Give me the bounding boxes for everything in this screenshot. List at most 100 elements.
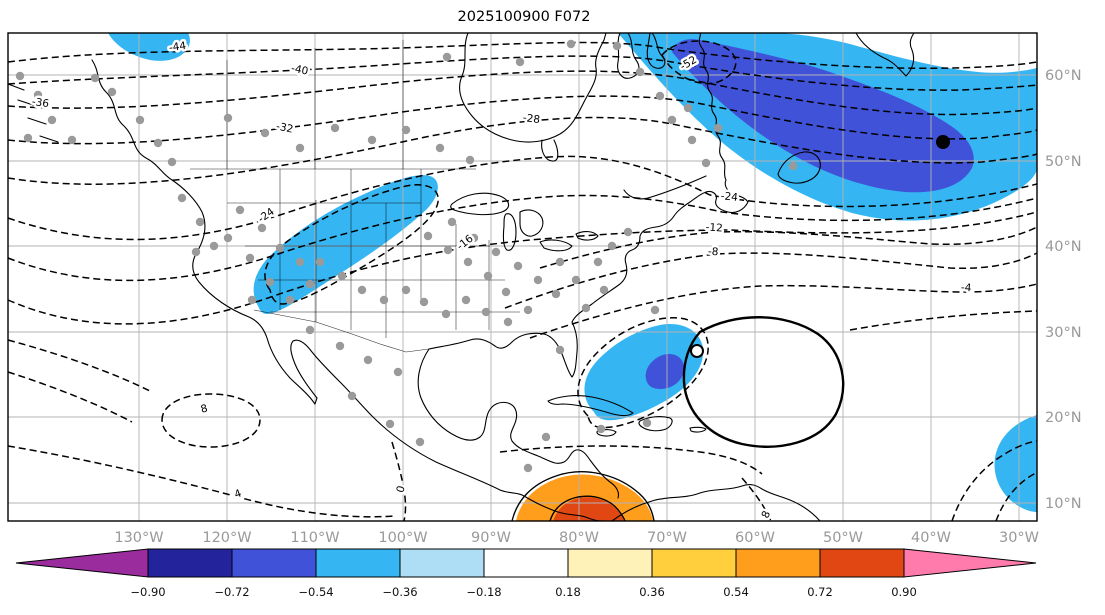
contour-central-closed	[264, 184, 439, 305]
station-dot	[265, 277, 275, 287]
station-dot	[67, 135, 77, 145]
coastlines	[7, 32, 915, 522]
station-dot	[555, 257, 565, 267]
lat-tick-label: 40°N	[1045, 239, 1082, 255]
contour-caribbean	[499, 445, 763, 475]
station-dot	[599, 285, 609, 295]
contour-label: -32	[275, 120, 294, 135]
station-dot	[295, 257, 305, 267]
station-dot	[305, 325, 315, 335]
station-dot	[209, 241, 219, 251]
station-dots	[15, 39, 798, 473]
lon-tick-label: 100°W	[378, 530, 427, 546]
coastline-baffin-islet-1	[617, 32, 640, 79]
station-dot	[177, 193, 187, 203]
station-dot	[443, 245, 453, 255]
station-dot	[667, 115, 677, 125]
contour-neg32	[7, 95, 1038, 145]
province-borders	[226, 40, 404, 169]
station-dot	[401, 285, 411, 295]
contour-pos4	[7, 445, 396, 518]
station-dot	[655, 91, 665, 101]
contour-neg16	[7, 211, 1038, 325]
contour-neg4	[529, 283, 1038, 339]
colorbar-arrow-high	[903, 548, 1037, 578]
contour-neg52-closed	[661, 40, 737, 85]
colorbar-tick-label: 0.18	[555, 585, 581, 599]
lat-tick-label: 50°N	[1045, 154, 1082, 170]
station-dot	[523, 305, 533, 315]
station-dot	[357, 285, 367, 295]
contour-pos8-south	[741, 477, 772, 522]
lon-tick-label: 50°W	[823, 530, 863, 546]
colorbar-tick-label: 0.36	[639, 585, 665, 599]
colorbar-tick-label: 0.54	[723, 585, 749, 599]
longitude-labels: 130°W 120°W 110°W 100°W 90°W 80°W 70°W 60°W 50°W…	[114, 530, 1039, 546]
contour-se-arc-2	[995, 472, 1038, 522]
political-borders	[190, 40, 520, 353]
colorbar-segment	[735, 548, 821, 578]
station-dot	[275, 243, 285, 253]
station-dot	[581, 303, 591, 313]
solid-contour-tropics-inner	[549, 495, 626, 522]
lon-tick-label: 30°W	[999, 530, 1039, 546]
station-dot	[435, 143, 445, 153]
contour-neg36	[7, 70, 1038, 116]
station-dot	[571, 275, 581, 285]
station-dot	[223, 233, 233, 243]
contour-right-mid	[849, 310, 1038, 331]
contour-left-low-1	[7, 339, 153, 393]
fill-subtropical-inner	[645, 354, 685, 389]
map-frame	[7, 32, 1038, 522]
analysis-point-marker	[936, 135, 950, 149]
coastline-st-lawrence	[623, 175, 707, 200]
lon-tick-label: 80°W	[559, 530, 599, 546]
station-dot	[33, 90, 43, 100]
analysis-point-dot	[936, 135, 950, 149]
contour-pos8-closed	[161, 393, 261, 448]
station-dot	[195, 217, 205, 227]
station-dot	[367, 135, 377, 145]
station-dot	[441, 309, 451, 319]
colorbar-segment	[399, 548, 485, 578]
lon-tick-label: 70°W	[647, 530, 687, 546]
station-dot	[541, 432, 551, 442]
coastline-james-bay	[541, 139, 559, 162]
station-dot	[469, 233, 479, 243]
coastline-hudson-bay	[459, 32, 607, 143]
colorbar-tick-labels: −0.90 −0.72 −0.54 −0.36 −0.18 0.18 0.36 0.54 0.7…	[130, 585, 916, 599]
contour-label: 8	[759, 509, 773, 520]
station-dot	[47, 115, 57, 125]
contour-label: 0	[394, 484, 407, 494]
colorbar-segment	[651, 548, 737, 578]
colorbar-segment	[315, 548, 401, 578]
latitude-labels: 60°N 50°N 40°N 30°N 20°N 10°N	[1045, 68, 1082, 512]
coastline-greenland-tip	[855, 32, 915, 77]
colorbar-tick-label: −0.72	[214, 585, 249, 599]
shaded-anomaly-regions	[108, 33, 1037, 521]
station-dot	[363, 355, 373, 365]
colorbar-tick-label: −0.36	[382, 585, 417, 599]
station-dot	[223, 113, 233, 123]
station-dot	[419, 297, 429, 307]
colorbar-tick-label: −0.90	[130, 585, 165, 599]
contour-neg44	[7, 41, 1038, 69]
station-dot	[713, 123, 723, 133]
fill-atlantic-inner	[672, 39, 974, 193]
lake-huron	[519, 209, 544, 237]
station-dot	[701, 158, 711, 168]
station-dot	[442, 52, 452, 62]
zero-contour-marker	[690, 344, 704, 358]
station-dot	[247, 295, 257, 305]
station-dot	[330, 123, 340, 133]
solid-contour-tropics-outer	[511, 471, 655, 522]
station-dot	[191, 247, 201, 257]
station-dot	[135, 115, 145, 125]
fill-central-us	[253, 175, 438, 314]
contour-neg28	[7, 116, 1038, 185]
station-dot	[635, 67, 645, 77]
lon-tick-label: 120°W	[202, 530, 251, 546]
station-dot	[167, 157, 177, 167]
colorbar-segment	[567, 548, 653, 578]
